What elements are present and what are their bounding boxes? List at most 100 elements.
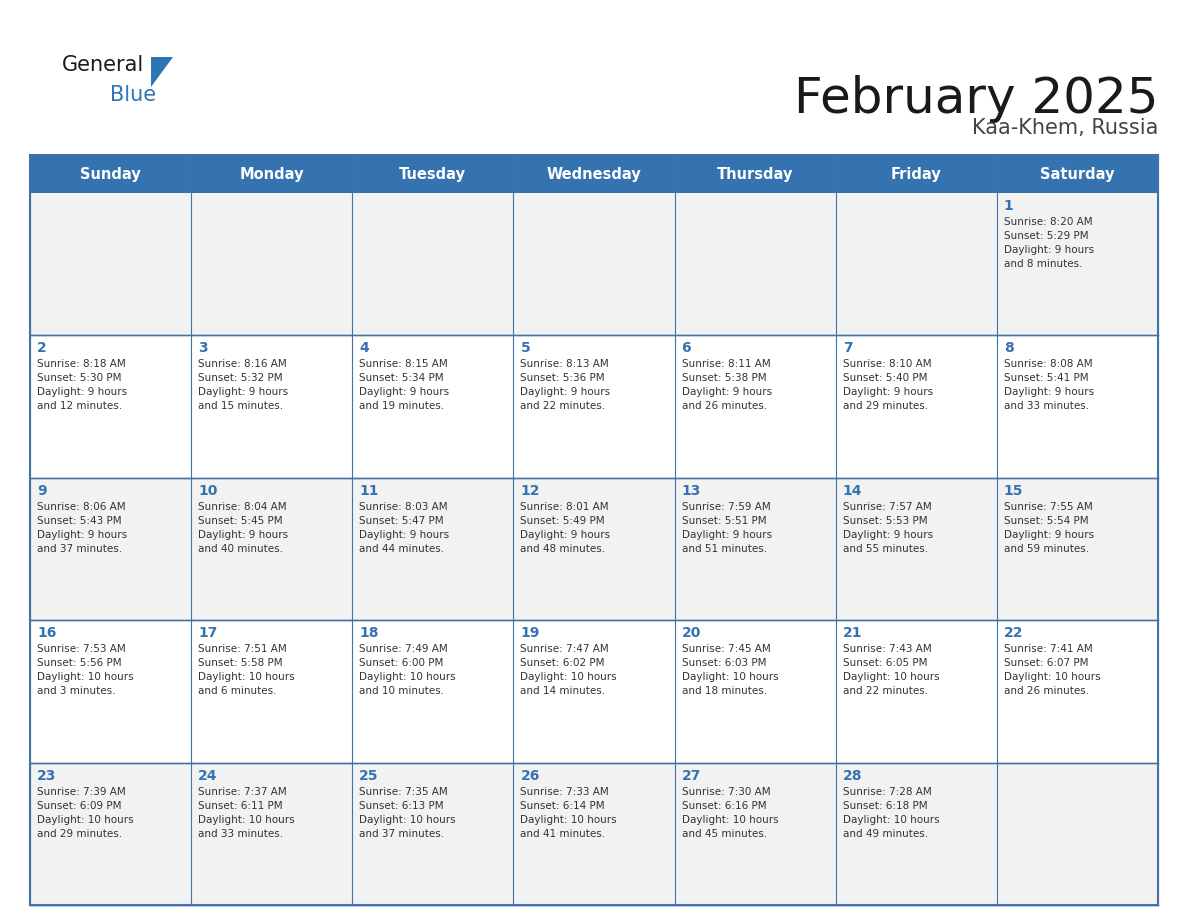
- Bar: [30, 155, 1158, 193]
- Bar: [675, 621, 835, 763]
- Text: Monday: Monday: [240, 166, 304, 182]
- Bar: [997, 763, 1158, 905]
- Bar: [30, 477, 191, 621]
- Bar: [353, 193, 513, 335]
- Text: 17: 17: [198, 626, 217, 640]
- Text: Tuesday: Tuesday: [399, 166, 467, 182]
- Text: Sunrise: 7:53 AM
Sunset: 5:56 PM
Daylight: 10 hours
and 3 minutes.: Sunrise: 7:53 AM Sunset: 5:56 PM Dayligh…: [37, 644, 133, 696]
- Text: 10: 10: [198, 484, 217, 498]
- Text: 1: 1: [1004, 199, 1013, 213]
- Bar: [191, 193, 353, 335]
- Text: 28: 28: [842, 768, 862, 783]
- Bar: [191, 335, 353, 477]
- Text: Sunrise: 8:06 AM
Sunset: 5:43 PM
Daylight: 9 hours
and 37 minutes.: Sunrise: 8:06 AM Sunset: 5:43 PM Dayligh…: [37, 502, 127, 554]
- Bar: [835, 193, 997, 335]
- Text: February 2025: February 2025: [794, 75, 1158, 123]
- Text: Sunrise: 8:18 AM
Sunset: 5:30 PM
Daylight: 9 hours
and 12 minutes.: Sunrise: 8:18 AM Sunset: 5:30 PM Dayligh…: [37, 360, 127, 411]
- Text: Sunrise: 8:15 AM
Sunset: 5:34 PM
Daylight: 9 hours
and 19 minutes.: Sunrise: 8:15 AM Sunset: 5:34 PM Dayligh…: [359, 360, 449, 411]
- Text: Sunrise: 7:59 AM
Sunset: 5:51 PM
Daylight: 9 hours
and 51 minutes.: Sunrise: 7:59 AM Sunset: 5:51 PM Dayligh…: [682, 502, 772, 554]
- Text: Sunrise: 7:30 AM
Sunset: 6:16 PM
Daylight: 10 hours
and 45 minutes.: Sunrise: 7:30 AM Sunset: 6:16 PM Dayligh…: [682, 787, 778, 839]
- Text: 26: 26: [520, 768, 539, 783]
- Bar: [191, 621, 353, 763]
- Text: 11: 11: [359, 484, 379, 498]
- Text: Sunrise: 7:35 AM
Sunset: 6:13 PM
Daylight: 10 hours
and 37 minutes.: Sunrise: 7:35 AM Sunset: 6:13 PM Dayligh…: [359, 787, 456, 839]
- Text: 5: 5: [520, 341, 530, 355]
- Bar: [353, 763, 513, 905]
- Text: Sunrise: 7:37 AM
Sunset: 6:11 PM
Daylight: 10 hours
and 33 minutes.: Sunrise: 7:37 AM Sunset: 6:11 PM Dayligh…: [198, 787, 295, 839]
- Text: General: General: [62, 55, 144, 75]
- Bar: [30, 621, 191, 763]
- Text: Sunrise: 7:47 AM
Sunset: 6:02 PM
Daylight: 10 hours
and 14 minutes.: Sunrise: 7:47 AM Sunset: 6:02 PM Dayligh…: [520, 644, 617, 696]
- Text: 21: 21: [842, 626, 862, 640]
- Text: 20: 20: [682, 626, 701, 640]
- Text: Sunrise: 7:43 AM
Sunset: 6:05 PM
Daylight: 10 hours
and 22 minutes.: Sunrise: 7:43 AM Sunset: 6:05 PM Dayligh…: [842, 644, 940, 696]
- Text: 27: 27: [682, 768, 701, 783]
- Bar: [513, 621, 675, 763]
- Text: Sunrise: 7:33 AM
Sunset: 6:14 PM
Daylight: 10 hours
and 41 minutes.: Sunrise: 7:33 AM Sunset: 6:14 PM Dayligh…: [520, 787, 617, 839]
- Text: Sunrise: 7:55 AM
Sunset: 5:54 PM
Daylight: 9 hours
and 59 minutes.: Sunrise: 7:55 AM Sunset: 5:54 PM Dayligh…: [1004, 502, 1094, 554]
- Bar: [513, 477, 675, 621]
- Text: 18: 18: [359, 626, 379, 640]
- Bar: [675, 477, 835, 621]
- Bar: [191, 763, 353, 905]
- Text: Thursday: Thursday: [716, 166, 794, 182]
- Text: 19: 19: [520, 626, 539, 640]
- Text: 25: 25: [359, 768, 379, 783]
- Text: Sunrise: 7:57 AM
Sunset: 5:53 PM
Daylight: 9 hours
and 55 minutes.: Sunrise: 7:57 AM Sunset: 5:53 PM Dayligh…: [842, 502, 933, 554]
- Text: Sunrise: 8:20 AM
Sunset: 5:29 PM
Daylight: 9 hours
and 8 minutes.: Sunrise: 8:20 AM Sunset: 5:29 PM Dayligh…: [1004, 217, 1094, 269]
- Text: 13: 13: [682, 484, 701, 498]
- Bar: [675, 193, 835, 335]
- Text: Sunrise: 8:13 AM
Sunset: 5:36 PM
Daylight: 9 hours
and 22 minutes.: Sunrise: 8:13 AM Sunset: 5:36 PM Dayligh…: [520, 360, 611, 411]
- Text: Sunrise: 8:01 AM
Sunset: 5:49 PM
Daylight: 9 hours
and 48 minutes.: Sunrise: 8:01 AM Sunset: 5:49 PM Dayligh…: [520, 502, 611, 554]
- Text: 2: 2: [37, 341, 46, 355]
- Text: 7: 7: [842, 341, 852, 355]
- Text: Saturday: Saturday: [1041, 166, 1114, 182]
- Bar: [353, 335, 513, 477]
- Bar: [513, 335, 675, 477]
- Text: Sunrise: 7:28 AM
Sunset: 6:18 PM
Daylight: 10 hours
and 49 minutes.: Sunrise: 7:28 AM Sunset: 6:18 PM Dayligh…: [842, 787, 940, 839]
- Bar: [835, 335, 997, 477]
- Bar: [513, 763, 675, 905]
- Text: Sunday: Sunday: [81, 166, 141, 182]
- Text: Sunrise: 7:45 AM
Sunset: 6:03 PM
Daylight: 10 hours
and 18 minutes.: Sunrise: 7:45 AM Sunset: 6:03 PM Dayligh…: [682, 644, 778, 696]
- Text: 23: 23: [37, 768, 56, 783]
- Text: 4: 4: [359, 341, 369, 355]
- Bar: [30, 193, 191, 335]
- Bar: [353, 477, 513, 621]
- Text: Friday: Friday: [891, 166, 942, 182]
- Text: Sunrise: 7:51 AM
Sunset: 5:58 PM
Daylight: 10 hours
and 6 minutes.: Sunrise: 7:51 AM Sunset: 5:58 PM Dayligh…: [198, 644, 295, 696]
- Text: Blue: Blue: [110, 85, 156, 105]
- Text: Sunrise: 8:10 AM
Sunset: 5:40 PM
Daylight: 9 hours
and 29 minutes.: Sunrise: 8:10 AM Sunset: 5:40 PM Dayligh…: [842, 360, 933, 411]
- Text: Sunrise: 7:41 AM
Sunset: 6:07 PM
Daylight: 10 hours
and 26 minutes.: Sunrise: 7:41 AM Sunset: 6:07 PM Dayligh…: [1004, 644, 1100, 696]
- Bar: [675, 335, 835, 477]
- Bar: [997, 193, 1158, 335]
- Bar: [353, 621, 513, 763]
- Text: Sunrise: 8:03 AM
Sunset: 5:47 PM
Daylight: 9 hours
and 44 minutes.: Sunrise: 8:03 AM Sunset: 5:47 PM Dayligh…: [359, 502, 449, 554]
- Text: 12: 12: [520, 484, 539, 498]
- Text: 16: 16: [37, 626, 56, 640]
- Bar: [30, 155, 1158, 905]
- Bar: [997, 335, 1158, 477]
- Text: 15: 15: [1004, 484, 1023, 498]
- Bar: [30, 335, 191, 477]
- Polygon shape: [151, 57, 173, 87]
- Text: Sunrise: 7:49 AM
Sunset: 6:00 PM
Daylight: 10 hours
and 10 minutes.: Sunrise: 7:49 AM Sunset: 6:00 PM Dayligh…: [359, 644, 456, 696]
- Text: Sunrise: 8:16 AM
Sunset: 5:32 PM
Daylight: 9 hours
and 15 minutes.: Sunrise: 8:16 AM Sunset: 5:32 PM Dayligh…: [198, 360, 289, 411]
- Bar: [30, 763, 191, 905]
- Text: 6: 6: [682, 341, 691, 355]
- Text: 14: 14: [842, 484, 862, 498]
- Text: 22: 22: [1004, 626, 1023, 640]
- Text: Sunrise: 7:39 AM
Sunset: 6:09 PM
Daylight: 10 hours
and 29 minutes.: Sunrise: 7:39 AM Sunset: 6:09 PM Dayligh…: [37, 787, 133, 839]
- Text: 8: 8: [1004, 341, 1013, 355]
- Text: Kaa-Khem, Russia: Kaa-Khem, Russia: [972, 118, 1158, 138]
- Bar: [835, 763, 997, 905]
- Text: Sunrise: 8:04 AM
Sunset: 5:45 PM
Daylight: 9 hours
and 40 minutes.: Sunrise: 8:04 AM Sunset: 5:45 PM Dayligh…: [198, 502, 289, 554]
- Text: Wednesday: Wednesday: [546, 166, 642, 182]
- Text: Sunrise: 8:11 AM
Sunset: 5:38 PM
Daylight: 9 hours
and 26 minutes.: Sunrise: 8:11 AM Sunset: 5:38 PM Dayligh…: [682, 360, 772, 411]
- Bar: [997, 621, 1158, 763]
- Bar: [835, 621, 997, 763]
- Bar: [835, 477, 997, 621]
- Text: 9: 9: [37, 484, 46, 498]
- Bar: [513, 193, 675, 335]
- Bar: [675, 763, 835, 905]
